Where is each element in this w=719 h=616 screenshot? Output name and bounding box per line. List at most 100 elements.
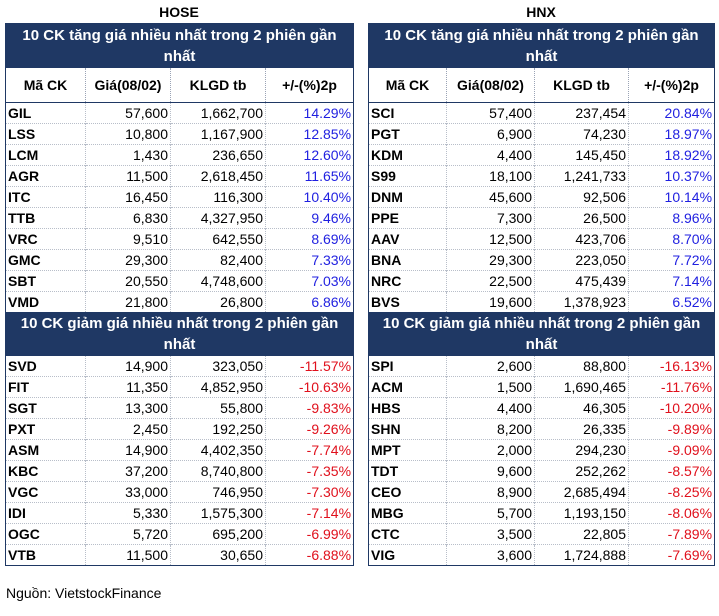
stock-symbol: CEO (368, 481, 447, 503)
stock-symbol: VRC (5, 228, 86, 250)
change-cell: -7.30% (264, 481, 354, 503)
stock-symbol: ITC (5, 186, 86, 208)
stock-symbol: AGR (5, 165, 86, 187)
col-header-volume: KLGD tb (534, 68, 629, 103)
stock-symbol: BVS (368, 291, 447, 312)
volume-cell: 26,800 (170, 291, 266, 312)
volume-cell: 116,300 (170, 186, 266, 208)
volume-cell: 4,327,950 (170, 207, 266, 229)
table-row: FIT 11,350 4,852,950 -10.63% (5, 376, 354, 398)
table-row: SVD 14,900 323,050 -11.57% (6, 356, 354, 377)
volume-cell: 30,650 (170, 544, 266, 566)
volume-cell: 237,454 (534, 102, 629, 124)
hnx-table: 10 CK tăng giá nhiều nhất trong 2 phiên … (368, 23, 716, 566)
change-cell: 6.86% (264, 291, 354, 312)
volume-cell: 1,378,923 (534, 291, 629, 312)
table-row: SHN 8,200 26,335 -9.89% (368, 418, 715, 440)
stock-symbol: PGT (368, 123, 447, 145)
stock-symbol: AAV (368, 228, 447, 250)
table-row: BVS 19,600 1,378,923 6.52% (368, 291, 715, 312)
stock-symbol: SHN (368, 418, 447, 440)
table-row: LCM 1,430 236,650 12.60% (5, 144, 354, 166)
change-cell: 14.29% (264, 102, 354, 124)
volume-cell: 22,805 (534, 523, 629, 545)
table-row: GMC 29,300 82,400 7.33% (5, 249, 354, 271)
table-row: AAV 12,500 423,706 8.70% (368, 228, 715, 250)
table-row: SCI 57,400 237,454 20.84% (369, 102, 715, 124)
change-cell: 10.14% (627, 186, 715, 208)
change-cell: -16.13% (627, 356, 715, 377)
price-cell: 11,500 (85, 165, 171, 187)
change-cell: 18.97% (627, 123, 715, 145)
table-row: KBC 37,200 8,740,800 -7.35% (5, 460, 354, 482)
volume-cell: 55,800 (170, 397, 266, 419)
stock-symbol: CTC (368, 523, 447, 545)
price-cell: 45,600 (446, 186, 535, 208)
price-cell: 5,330 (85, 502, 171, 524)
change-cell: 7.14% (627, 270, 715, 292)
source-note: Nguồn: VietstockFinance (6, 585, 162, 601)
exchange-title-hnx: HNX (526, 4, 556, 20)
change-cell: -7.14% (264, 502, 354, 524)
volume-cell: 92,506 (534, 186, 629, 208)
hose-gainers-title: 10 CK tăng giá nhiều nhất trong 2 phiên … (5, 23, 354, 68)
stock-symbol: LSS (5, 123, 86, 145)
change-cell: -6.99% (264, 523, 354, 545)
price-cell: 8,200 (446, 418, 535, 440)
stock-symbol: BNA (368, 249, 447, 271)
table-row: PGT 6,900 74,230 18.97% (368, 123, 715, 145)
price-cell: 4,400 (446, 144, 535, 166)
table-row: AGR 11,500 2,618,450 11.65% (5, 165, 354, 187)
price-cell: 18,100 (446, 165, 535, 187)
change-cell: -10.20% (627, 397, 715, 419)
price-cell: 6,900 (446, 123, 535, 145)
table-row: MPT 2,000 294,230 -9.09% (368, 439, 715, 461)
volume-cell: 642,550 (170, 228, 266, 250)
table-row: PXT 2,450 192,250 -9.26% (5, 418, 354, 440)
price-cell: 33,000 (85, 481, 171, 503)
change-cell: -10.63% (264, 376, 354, 398)
change-cell: 8.96% (627, 207, 715, 229)
price-cell: 1,430 (85, 144, 171, 166)
change-cell: 9.46% (264, 207, 354, 229)
change-cell: -11.76% (627, 376, 715, 398)
stock-symbol: DNM (368, 186, 447, 208)
stock-symbol: VMD (5, 291, 86, 312)
price-cell: 37,200 (85, 460, 171, 482)
volume-cell: 475,439 (534, 270, 629, 292)
stock-symbol: KDM (368, 144, 447, 166)
table-row: BNA 29,300 223,050 7.72% (368, 249, 715, 271)
price-cell: 57,600 (85, 102, 171, 124)
hnx-losers-title: 10 CK giảm giá nhiều nhất trong 2 phiên … (368, 312, 715, 356)
price-cell: 8,900 (446, 481, 535, 503)
col-header-change: +/-(%)2p (264, 68, 354, 103)
hnx-gainers-title: 10 CK tăng giá nhiều nhất trong 2 phiên … (368, 23, 715, 68)
col-header-volume: KLGD tb (170, 68, 266, 103)
table-row: SPI 2,600 88,800 -16.13% (369, 356, 715, 377)
table-row: PPE 7,300 26,500 8.96% (368, 207, 715, 229)
price-cell: 22,500 (446, 270, 535, 292)
change-cell: 12.85% (264, 123, 354, 145)
table-row: ASM 14,900 4,402,350 -7.74% (5, 439, 354, 461)
col-header-price: Giá(08/02) (85, 68, 171, 103)
table-row: CEO 8,900 2,685,494 -8.25% (368, 481, 715, 503)
hnx-gainers-rows: SCI 57,400 237,454 20.84% PGT 6,900 74,230 18.9… (368, 102, 715, 312)
change-cell: -9.26% (264, 418, 354, 440)
table-row: ACM 1,500 1,690,465 -11.76% (368, 376, 715, 398)
table-row: DNM 45,600 92,506 10.14% (368, 186, 715, 208)
volume-cell: 145,450 (534, 144, 629, 166)
price-cell: 5,700 (446, 502, 535, 524)
price-cell: 9,510 (85, 228, 171, 250)
stock-symbol: ASM (5, 439, 86, 461)
table-row: SGT 13,300 55,800 -9.83% (5, 397, 354, 419)
table-row: OGC 5,720 695,200 -6.99% (5, 523, 354, 545)
volume-cell: 1,690,465 (534, 376, 629, 398)
volume-cell: 26,335 (534, 418, 629, 440)
change-cell: -9.83% (264, 397, 354, 419)
stock-symbol: IDI (5, 502, 86, 524)
stock-symbol: OGC (5, 523, 86, 545)
stock-symbol: MPT (368, 439, 447, 461)
volume-cell: 294,230 (534, 439, 629, 461)
header-row: Mã CK Giá(08/02) KLGD tb +/-(%)2p (5, 68, 354, 103)
volume-cell: 192,250 (170, 418, 266, 440)
